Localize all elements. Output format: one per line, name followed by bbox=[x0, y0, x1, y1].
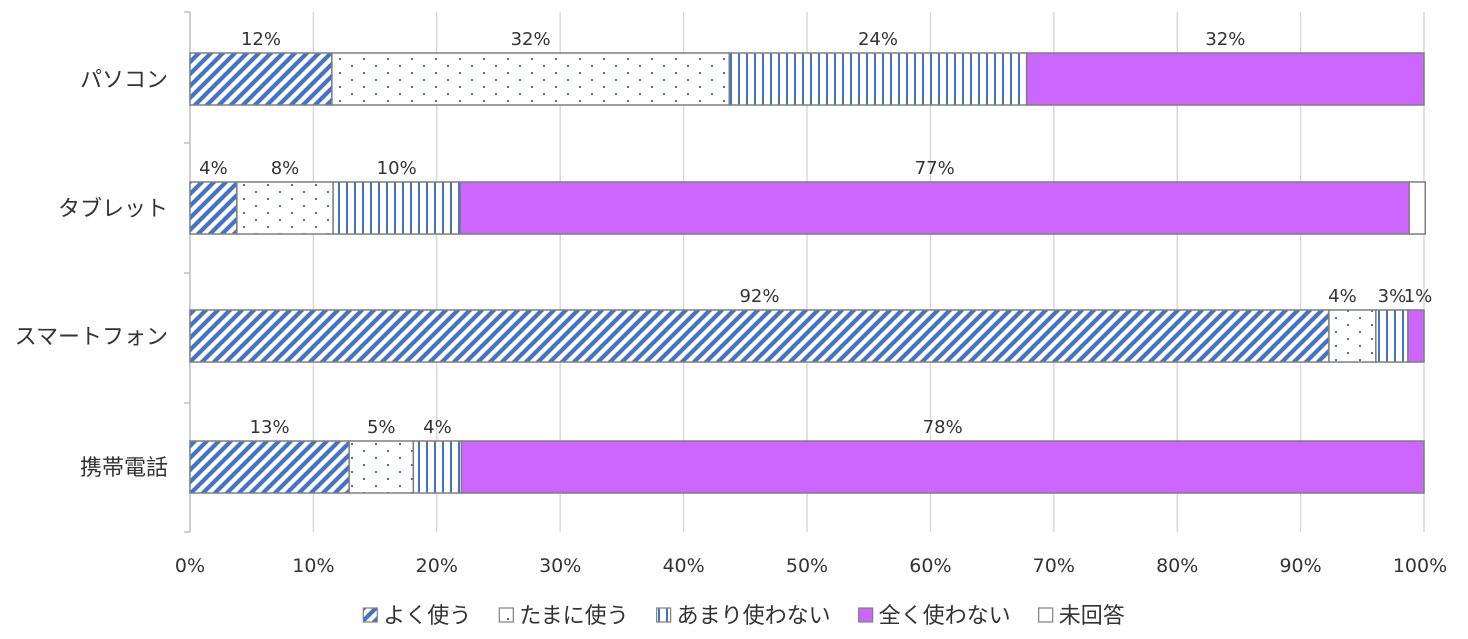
bar-segment bbox=[460, 440, 1425, 494]
legend: よく使う たまに使う あまり使わない 全く使わない 未回答 bbox=[362, 604, 1125, 629]
tick-labels-layer: 0% 10% 20% 30% 40% 50% 60% 70% 80% 90% 100% bbox=[175, 555, 1447, 577]
legend-label: 全く使わない bbox=[879, 604, 1011, 629]
axis-layer bbox=[184, 11, 191, 533]
data-label: 5% bbox=[367, 417, 396, 438]
tick-label: 30% bbox=[539, 555, 581, 577]
category-label: 携帯電話 bbox=[80, 456, 168, 481]
category-label: タブレット bbox=[58, 197, 168, 222]
data-label: 32% bbox=[1205, 29, 1245, 50]
tick-label: 70% bbox=[1033, 555, 1075, 577]
tick-label: 20% bbox=[416, 555, 458, 577]
data-labels-layer: 12% 32% 24% 32% 4% 8% 10% 77% 92% 4% 3%1% 13% 5% 4% 78… bbox=[199, 29, 1432, 438]
bar-segment bbox=[331, 52, 731, 106]
bar-segment bbox=[1407, 309, 1425, 363]
bar-segment bbox=[459, 181, 1410, 235]
legend-swatch bbox=[858, 607, 874, 623]
data-label: 92% bbox=[739, 286, 779, 307]
data-label: 4% bbox=[1328, 286, 1357, 307]
bar-segment bbox=[189, 440, 350, 494]
legend-swatch bbox=[362, 607, 378, 623]
data-label: 77% bbox=[915, 158, 955, 179]
data-label: 12% bbox=[241, 29, 281, 50]
data-label: 24% bbox=[858, 29, 898, 50]
data-label: 78% bbox=[923, 417, 963, 438]
legend-swatch bbox=[656, 607, 672, 623]
tick-label: 0% bbox=[175, 555, 205, 577]
legend-label: たまに使う bbox=[519, 604, 628, 629]
bar-segment bbox=[1408, 181, 1426, 235]
data-label: 1% bbox=[1404, 286, 1433, 307]
tick-label: 90% bbox=[1279, 555, 1321, 577]
bar-segment bbox=[728, 52, 1028, 106]
data-label: 4% bbox=[199, 158, 228, 179]
legend-label: よく使う bbox=[383, 604, 471, 629]
bar-segment bbox=[1328, 309, 1377, 363]
category-label: スマートフォン bbox=[15, 325, 168, 350]
bar-segment bbox=[412, 440, 463, 494]
tick-label: 100% bbox=[1393, 555, 1447, 577]
tick-label: 50% bbox=[786, 555, 828, 577]
data-label: 8% bbox=[271, 158, 300, 179]
bar-segment bbox=[332, 181, 461, 235]
bar-segment bbox=[1025, 52, 1425, 106]
category-label: パソコン bbox=[80, 68, 168, 93]
legend-label: あまり使わない bbox=[677, 604, 831, 629]
data-label: 32% bbox=[511, 29, 551, 50]
data-label: 10% bbox=[377, 158, 417, 179]
bar-segment bbox=[348, 440, 415, 494]
bar-segment bbox=[1375, 309, 1409, 363]
legend-swatch bbox=[1038, 607, 1054, 623]
data-label: 13% bbox=[250, 417, 290, 438]
data-label: 3% bbox=[1378, 286, 1407, 307]
bar-segment bbox=[189, 181, 238, 235]
bar-segment bbox=[189, 52, 333, 106]
bar-segment bbox=[236, 181, 334, 235]
bar-segment bbox=[189, 309, 1330, 363]
data-label: 4% bbox=[423, 417, 452, 438]
tick-label: 60% bbox=[909, 555, 951, 577]
legend-label: 未回答 bbox=[1059, 604, 1125, 629]
bars-layer bbox=[189, 52, 1426, 494]
tick-label: 80% bbox=[1156, 555, 1198, 577]
legend-swatch bbox=[498, 607, 514, 623]
tick-label: 40% bbox=[662, 555, 704, 577]
tick-label: 10% bbox=[292, 555, 334, 577]
